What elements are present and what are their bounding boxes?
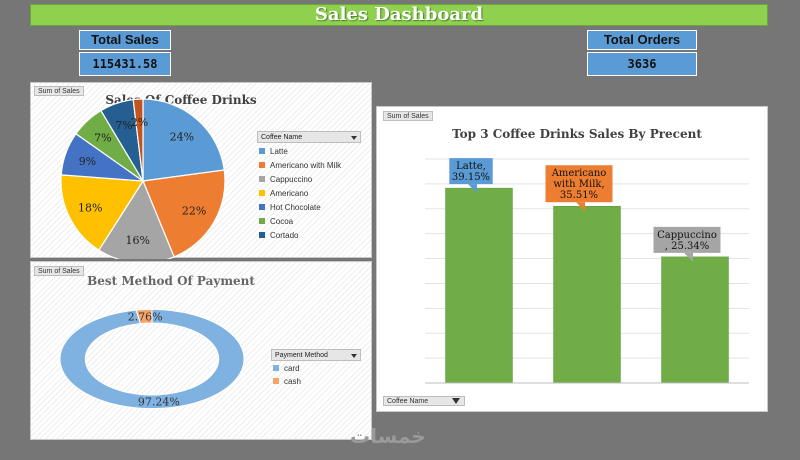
- sum-of-sales-field-button[interactable]: Sum of Sales: [383, 111, 433, 121]
- chevron-down-icon[interactable]: [351, 354, 357, 358]
- bar-latte[interactable]: [445, 187, 513, 384]
- legend-label: Cocoa: [270, 217, 294, 226]
- pie-data-label: 18%: [78, 201, 102, 214]
- coffee-pie-chart-panel[interactable]: Sum of Sales Sales Of Coffee Drinks 24% 2…: [30, 82, 372, 259]
- top3-bar-chart-panel[interactable]: Sum of Sales Top 3 Coffee Drinks Sales B…: [376, 106, 768, 412]
- dashboard-title-bar: Sales Dashboard: [30, 4, 768, 26]
- legend-item-cocoa[interactable]: Cocoa: [259, 217, 293, 226]
- doughnut-segment-cash[interactable]: [135, 308, 153, 325]
- legend-swatch: [259, 148, 265, 154]
- legend-item-cortado[interactable]: Cortado: [259, 231, 298, 240]
- legend-label: Hot Chocolate: [270, 203, 321, 212]
- legend-item-hot-chocolate[interactable]: Hot Chocolate: [259, 203, 321, 212]
- total-orders-label: Total Orders: [587, 30, 697, 50]
- watermark-text: خمسات: [350, 424, 426, 448]
- bar-callout-label: , 25.34%: [665, 241, 710, 252]
- doughnut-data-label: 97.24%: [138, 396, 180, 409]
- legend-label: Americano with Milk: [270, 161, 342, 170]
- pie-slice-cappuccino[interactable]: [98, 179, 175, 259]
- total-orders-value: 3636: [587, 52, 697, 76]
- bar-callout-label: 35.51%: [560, 190, 598, 201]
- bar-americano-with-milk[interactable]: [553, 205, 621, 384]
- legend-item-americano-with-milk[interactable]: Americano with Milk: [259, 161, 341, 170]
- legend-item-americano[interactable]: Americano: [259, 189, 308, 198]
- legend-swatch: [273, 378, 279, 384]
- doughnut-data-label: 2.76%: [128, 310, 163, 323]
- legend-item-cappuccino[interactable]: Cappuccino: [259, 175, 312, 184]
- bar-callout-label: 39.15%: [452, 172, 490, 183]
- coffee-pie-chart: 24%22%16%18%9%7%7%2%: [60, 98, 226, 259]
- sum-of-sales-field-button[interactable]: Sum of Sales: [34, 86, 84, 96]
- bar-callout-latte: Latte,39.15%: [449, 158, 493, 194]
- chevron-down-icon[interactable]: [351, 136, 357, 140]
- payment-doughnut-chart: 97.24% 2.76%: [59, 308, 245, 410]
- bar-callout-label: Cappuccino: [657, 230, 717, 241]
- legend-label: Cappuccino: [270, 175, 313, 184]
- payment-legend-title: Payment Method: [275, 352, 328, 359]
- legend-item-card[interactable]: card: [273, 364, 300, 373]
- legend-label: Americano: [270, 189, 309, 198]
- total-sales-value: 115431.58: [79, 52, 171, 76]
- total-sales-label: Total Sales: [79, 30, 171, 50]
- sum-of-sales-field-button[interactable]: Sum of Sales: [34, 266, 84, 276]
- legend-swatch: [259, 190, 265, 196]
- coffee-name-filter-button[interactable]: Coffee Name: [383, 396, 465, 406]
- pie-data-label: 22%: [182, 205, 206, 218]
- filter-icon[interactable]: [452, 398, 460, 404]
- doughnut-segment-card[interactable]: [59, 308, 245, 410]
- payment-doughnut-panel[interactable]: Sum of Sales Best Method Of Payment 97.2…: [30, 261, 372, 440]
- pie-data-label: 16%: [125, 234, 149, 247]
- pie-slice-americano[interactable]: [60, 174, 145, 251]
- pie-data-label: 9%: [79, 155, 96, 168]
- legend-swatch: [259, 176, 265, 182]
- bar-callout-label: Americano: [551, 168, 607, 179]
- coffee-name-filter-label: Coffee Name: [387, 398, 429, 405]
- legend-label: Cortado: [270, 231, 299, 240]
- coffee-name-legend-filter[interactable]: Coffee Name: [257, 131, 361, 143]
- dashboard-title: Sales Dashboard: [314, 4, 484, 25]
- legend-swatch: [259, 204, 265, 210]
- legend-item-latte[interactable]: Latte: [259, 147, 288, 156]
- payment-method-legend-filter[interactable]: Payment Method: [271, 349, 361, 361]
- bar-cappuccino[interactable]: [661, 256, 729, 384]
- legend-swatch: [259, 232, 265, 238]
- pie-data-label: 7%: [115, 119, 132, 132]
- total-orders-card[interactable]: Total Orders 3636: [587, 30, 697, 76]
- legend-item-cash[interactable]: cash: [273, 377, 301, 386]
- doughnut-chart-title: Best Method Of Payment: [87, 274, 255, 288]
- bar-callout-label: with Milk,: [553, 179, 604, 190]
- pie-slice-other[interactable]: [132, 98, 144, 182]
- pie-data-label: 7%: [94, 132, 111, 145]
- pie-data-label: 24%: [170, 131, 194, 144]
- legend-swatch: [259, 162, 265, 168]
- legend-label: Latte: [270, 147, 288, 156]
- pie-slice-americano-with-milk[interactable]: [142, 169, 226, 258]
- bar-callout-cappuccino: Cappuccino, 25.34%: [653, 226, 721, 262]
- legend-label: cash: [284, 377, 301, 386]
- legend-label: card: [284, 364, 300, 373]
- pie-slice-latte[interactable]: [142, 98, 225, 182]
- total-sales-card[interactable]: Total Sales 115431.58: [79, 30, 171, 76]
- bar-callout-label: Latte,: [456, 161, 486, 172]
- legend-swatch: [259, 218, 265, 224]
- bar-chart-title: Top 3 Coffee Drinks Sales By Precent: [452, 127, 702, 141]
- pie-data-label: 2%: [131, 116, 148, 129]
- coffee-legend-title: Coffee Name: [261, 134, 303, 141]
- legend-swatch: [273, 365, 279, 371]
